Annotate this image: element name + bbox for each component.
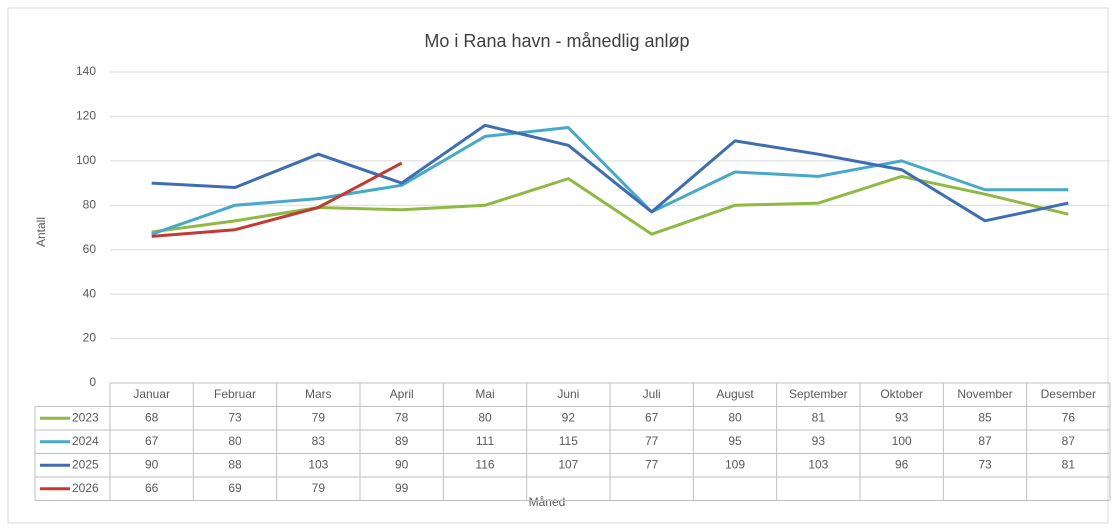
- table-value: 66: [145, 481, 159, 495]
- y-tick-label: 140: [76, 64, 96, 78]
- x-tick-label: Mai: [475, 387, 494, 401]
- table-value: 85: [978, 410, 992, 424]
- table-value: 95: [728, 434, 742, 448]
- table-value: 99: [395, 481, 409, 495]
- x-tick-label: Desember: [1041, 387, 1096, 401]
- y-tick-label: 40: [83, 286, 97, 300]
- table-value: 67: [145, 434, 159, 448]
- y-tick-label: 100: [76, 153, 96, 167]
- table-value: 69: [228, 481, 242, 495]
- table-value: 103: [308, 457, 328, 471]
- legend-label: 2024: [72, 434, 99, 448]
- table-value: 93: [895, 410, 909, 424]
- x-tick-label: November: [957, 387, 1012, 401]
- table-value: 100: [892, 434, 912, 448]
- x-tick-label: September: [789, 387, 848, 401]
- table-value: 67: [645, 410, 659, 424]
- chart-title: Mo i Rana havn - månedlig anløp: [424, 31, 689, 51]
- table-value: 88: [228, 457, 242, 471]
- x-tick-label: Juli: [643, 387, 661, 401]
- table-value: 79: [312, 410, 326, 424]
- x-tick-label: August: [716, 387, 754, 401]
- table-value: 116: [475, 457, 494, 471]
- y-tick-label: 60: [83, 242, 97, 256]
- y-tick-label: 120: [76, 109, 96, 123]
- series-line: [151, 161, 403, 238]
- table-value: 73: [978, 457, 992, 471]
- table-value: 87: [978, 434, 992, 448]
- table-value: 80: [728, 410, 742, 424]
- table-value: 111: [476, 434, 495, 448]
- table-value: 80: [228, 434, 242, 448]
- table-value: 76: [1062, 410, 1076, 424]
- table-value: 81: [1062, 457, 1076, 471]
- legend-label: 2026: [72, 481, 99, 495]
- legend-label: 2025: [72, 457, 99, 471]
- table-value: 92: [562, 410, 576, 424]
- y-tick-label: 0: [89, 375, 96, 389]
- table-value: 115: [559, 434, 578, 448]
- legend-label: 2023: [72, 410, 99, 424]
- table-value: 83: [312, 434, 326, 448]
- x-tick-label: Januar: [133, 387, 170, 401]
- table-value: 107: [558, 457, 578, 471]
- y-tick-label: 20: [83, 331, 97, 345]
- x-tick-label: Februar: [214, 387, 256, 401]
- table-value: 68: [145, 410, 159, 424]
- chart-area: [7, 7, 1109, 524]
- table-value: 89: [395, 434, 409, 448]
- table-value: 77: [645, 457, 659, 471]
- table-value: 103: [808, 457, 828, 471]
- table-value: 109: [725, 457, 745, 471]
- table-value: 73: [228, 410, 242, 424]
- x-tick-label: April: [390, 387, 414, 401]
- x-tick-label: Oktober: [880, 387, 923, 401]
- table-value: 79: [312, 481, 326, 495]
- table-value: 90: [395, 457, 409, 471]
- y-axis-label: Antall: [34, 217, 48, 247]
- table-value: 96: [895, 457, 909, 471]
- table-value: 77: [645, 434, 659, 448]
- table-value: 87: [1062, 434, 1076, 448]
- table-value: 81: [812, 410, 826, 424]
- x-tick-label: Mars: [305, 387, 332, 401]
- table-value: 93: [812, 434, 826, 448]
- series-line: [151, 126, 1069, 236]
- table-value: 90: [145, 457, 159, 471]
- x-tick-label: Juni: [557, 387, 579, 401]
- table-value: 80: [478, 410, 492, 424]
- series-line: [151, 123, 1069, 223]
- y-tick-label: 80: [83, 197, 97, 211]
- x-axis-label: Måned: [529, 495, 566, 509]
- table-value: 78: [395, 410, 409, 424]
